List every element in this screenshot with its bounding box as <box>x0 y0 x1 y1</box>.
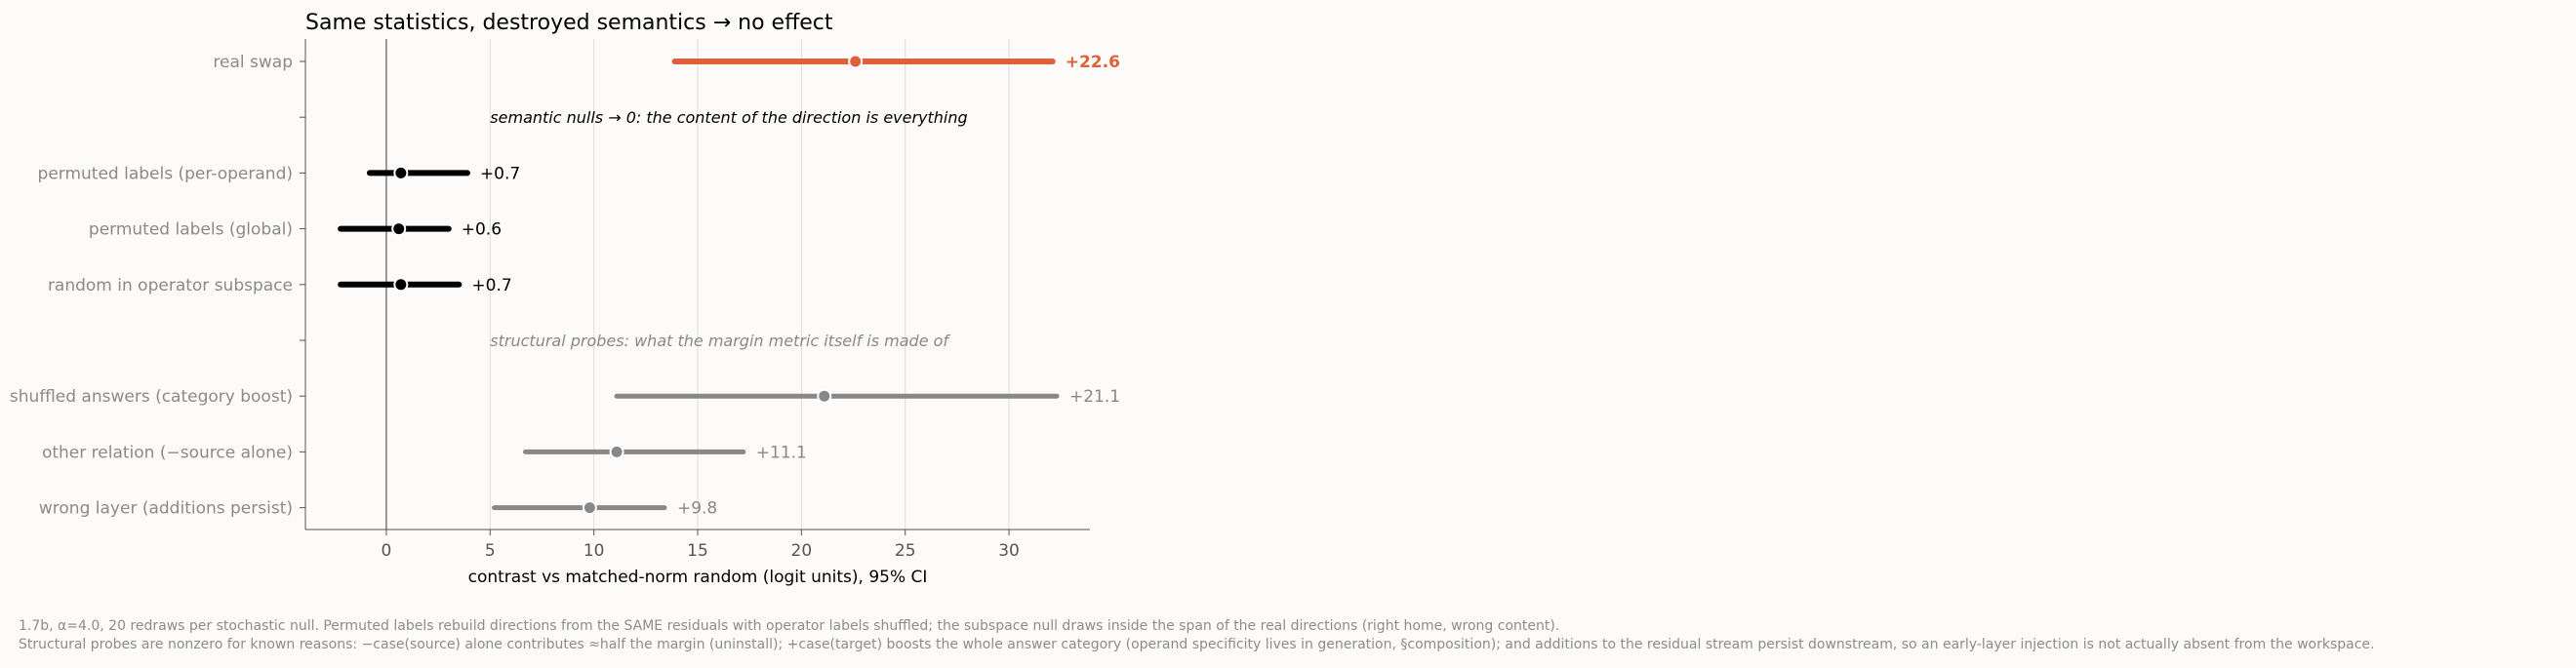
row-label: other relation (−source alone) <box>42 443 293 462</box>
value-label: +22.6 <box>1066 53 1120 72</box>
row-label: permuted labels (global) <box>89 220 293 240</box>
row-label: real swap <box>213 53 293 72</box>
section-note: structural probes: what the margin metri… <box>490 332 950 350</box>
value-label: +0.7 <box>471 276 511 295</box>
x-tick-label: 30 <box>998 541 1020 561</box>
x-tick-label: 25 <box>895 541 916 561</box>
forest-rows: real swap +22.6 semantic nulls → 0: the co… <box>10 53 1120 519</box>
x-tick-label: 5 <box>485 541 496 561</box>
gridlines <box>489 39 1010 530</box>
axes: 0 5 10 15 20 25 30 <box>300 39 1090 561</box>
row-label: wrong layer (additions persist) <box>39 499 293 519</box>
row-label: permuted labels (per-operand) <box>38 164 293 183</box>
x-tick-label: 15 <box>687 541 708 561</box>
value-label: +21.1 <box>1069 387 1120 407</box>
row-label: shuffled answers (category boost) <box>10 387 293 407</box>
value-label: +9.8 <box>677 499 717 519</box>
value-label: +0.6 <box>462 220 502 240</box>
value-label: +11.1 <box>756 443 807 462</box>
x-tick-label: 10 <box>584 541 605 561</box>
row-label: random in operator subspace <box>48 276 293 295</box>
x-tick-label: 0 <box>382 541 392 561</box>
footnote-1: 1.7b, α=4.0, 20 redraws per stochastic n… <box>19 618 1560 634</box>
estimate-point <box>391 221 407 237</box>
footnote-2: Structural probes are nonzero for known … <box>19 637 2375 652</box>
estimate-point <box>393 165 409 180</box>
value-label: +0.7 <box>480 164 520 183</box>
estimate-point <box>848 54 864 69</box>
estimate-point <box>393 277 409 293</box>
section-note: semantic nulls → 0: the content of the d… <box>490 108 967 127</box>
estimate-point <box>817 388 832 404</box>
x-tick-label: 20 <box>791 541 813 561</box>
estimate-point <box>609 444 624 459</box>
chart-title: Same statistics, destroyed semantics → n… <box>305 11 833 35</box>
estimate-point <box>582 500 597 516</box>
x-axis-label: contrast vs matched-norm random (logit u… <box>468 568 928 587</box>
